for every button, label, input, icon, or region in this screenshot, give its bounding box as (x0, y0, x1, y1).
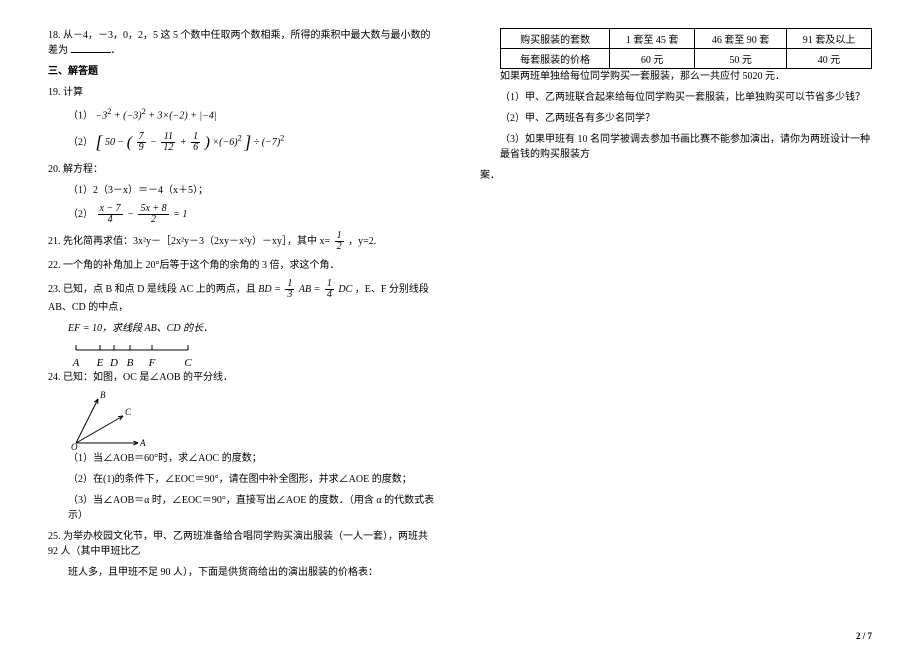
cell-r1: 每套服装的价格 (501, 49, 610, 69)
q18-blank (71, 43, 111, 53)
q23-line1: 23. 已知，点 B 和点 D 是线段 AC 上的两点，且 BD = 13 AB… (48, 279, 440, 315)
table-row: 购买服装的套数 1 套至 45 套 46 套至 90 套 91 套及以上 (501, 29, 872, 49)
q19-part1: （1） −32 + (−3)2 + 3×(−2) + |−4| (48, 106, 440, 123)
q22-num: 22. (48, 260, 61, 271)
q25-text-c: 如果两班单独给每位同学购买一套服装，那么一共应付 5020 元． (480, 69, 872, 84)
q23-text-c: EF = 10，求线段 AB、CD 的长． (68, 323, 213, 334)
section-3-heading: 三、解答题 (48, 64, 440, 79)
q24-p3: （3）当∠AOB＝α 时，∠EOC＝90°，直接写出∠AOE 的度数．（用含 α… (48, 493, 440, 523)
q20-p2-eq: = 1 (173, 209, 187, 220)
page-footer: 2 / 7 (856, 631, 872, 641)
q23-line2: EF = 10，求线段 AB、CD 的长． (48, 321, 440, 336)
svg-text:B: B (100, 391, 106, 400)
q19-p1-label: （1） (68, 110, 93, 121)
q19-num: 19. (48, 87, 61, 98)
q18-text-b: ． (111, 45, 121, 56)
q19-p1-a: −3 (96, 110, 108, 121)
q19-p2-f2: 1112 (161, 132, 175, 153)
q25-p3-b: 案． (480, 168, 872, 183)
q20-p2-f2: 5x + 82 (138, 204, 168, 225)
q23-num: 23. (48, 284, 61, 295)
q19-p2-c: ÷ (−7) (254, 137, 280, 148)
q19-p2-f1: 79 (137, 132, 146, 153)
q19-p2-a: 50 − (105, 137, 124, 148)
svg-text:B: B (127, 357, 134, 369)
table-row: 每套服装的价格 60 元 50 元 40 元 (501, 49, 872, 69)
svg-text:A: A (139, 438, 146, 448)
svg-text:D: D (109, 357, 118, 369)
q25-line1: 25. 为举办校园文化节，甲、乙两班准备给合唱同学购买演出服装（一人一套），两班… (48, 529, 440, 559)
q19-p1-c: + 3×(−2) + |−4| (148, 110, 216, 121)
q18-num: 18. (48, 30, 61, 41)
q21-text-a: 先化简再求值：3x²y－［2x²y－3（2xy－x²y）－xy］，其中 x= (63, 236, 330, 247)
q20-p2-label: （2） (68, 209, 93, 220)
q24-num: 24. (48, 372, 61, 383)
q21-num: 21. (48, 236, 61, 247)
cell-r3: 50 元 (695, 49, 787, 69)
q23-dc: DC (338, 284, 352, 295)
q23-line-diagram: A EDB F C (68, 342, 198, 370)
q19-part2: （2） [ 50 − ( 79 − 1112 + 16 ) ×(−6)2 ] ÷… (48, 129, 440, 156)
q20-p2: （2） x − 74 − 5x + 82 = 1 (48, 204, 440, 225)
cell-h4: 91 套及以上 (787, 29, 872, 49)
q19-title: 计算 (63, 87, 83, 98)
q23-f2: 14 (325, 279, 334, 300)
q25-line2: 班人多，且甲班不足 90 人），下面是供货商给出的演出服装的价格表： (48, 565, 440, 580)
q25-p1: （1）甲、乙两班联合起来给每位同学购买一套服装，比单独购买可以节省多少钱？ (480, 90, 872, 105)
q24-figure: O A B C (48, 391, 440, 451)
q23-f1: 13 (285, 279, 294, 300)
svg-text:A: A (72, 357, 80, 369)
q20-p2-op: − (127, 209, 134, 220)
q21-frac: 12 (335, 231, 344, 252)
q25-price-table: 购买服装的套数 1 套至 45 套 46 套至 90 套 91 套及以上 每套服… (500, 28, 872, 69)
svg-text:E: E (96, 357, 104, 369)
q19-p2-op1: − (150, 137, 157, 148)
q24-title: 已知：如图，OC 是∠AOB 的平分线． (63, 372, 233, 383)
q22: 22. 一个角的补角加上 20°后等于这个角的余角的 3 倍，求这个角． (48, 258, 440, 273)
cell-h2: 1 套至 45 套 (610, 29, 695, 49)
q25-p2: （2）甲、乙两班各有多少名同学？ (480, 111, 872, 126)
q19-p2-f3: 16 (191, 132, 200, 153)
q18: 18. 从－4，－3，0，2，5 这 5 个数中任取两个数相乘，所得的乘积中最大… (48, 28, 440, 58)
cell-h3: 46 套至 90 套 (695, 29, 787, 49)
cell-h1: 购买服装的套数 (501, 29, 610, 49)
q23-text-a: 已知，点 B 和点 D 是线段 AC 上的两点，且 (63, 284, 256, 295)
page-content: 18. 从－4，－3，0，2，5 这 5 个数中任取两个数相乘，所得的乘积中最大… (0, 0, 920, 620)
cell-r4: 40 元 (787, 49, 872, 69)
q24-angle-diagram: O A B C (68, 391, 148, 451)
svg-text:C: C (125, 407, 132, 417)
q20-title: 解方程： (63, 164, 103, 175)
cell-r2: 60 元 (610, 49, 695, 69)
svg-text:O: O (71, 442, 78, 451)
q23-ab: AB = (299, 284, 320, 295)
q24-header: 24. 已知：如图，OC 是∠AOB 的平分线． (48, 370, 440, 385)
q21: 21. 先化简再求值：3x²y－［2x²y－3（2xy－x²y）－xy］，其中 … (48, 231, 440, 252)
svg-text:F: F (148, 357, 156, 369)
svg-text:C: C (184, 357, 192, 369)
q19-p2-label: （2） (68, 137, 93, 148)
q19-p2-op2: + (180, 137, 187, 148)
q20-header: 20. 解方程： (48, 162, 440, 177)
q22-text: 一个角的补角加上 20°后等于这个角的余角的 3 倍，求这个角． (63, 260, 340, 271)
q21-text-b: ，y=2. (348, 236, 376, 247)
q23-figure: A EDB F C (48, 342, 440, 370)
q25-num: 25. (48, 531, 61, 542)
q25-p3-a: （3）如果甲班有 10 名同学被调去参加书画比赛不能参加演出，请你为两班设计一种… (480, 132, 872, 162)
q23-bd: BD = (258, 284, 281, 295)
q19-header: 19. 计算 (48, 85, 440, 100)
q20-p1: （1）2（3－x）＝－4（x＋5）； (48, 183, 440, 198)
q19-p1-b: + (−3) (114, 110, 142, 121)
q25-table-wrap: 购买服装的套数 1 套至 45 套 46 套至 90 套 91 套及以上 每套服… (480, 28, 872, 69)
q20-p2-f1: x − 74 (98, 204, 123, 225)
q24-p2: （2）在(1)的条件下，∠EOC＝90°，请在图中补全图形，并求∠AOE 的度数… (48, 472, 440, 487)
q24-p1: （1）当∠AOB＝60°时，求∠AOC 的度数； (48, 451, 440, 466)
q25-text-a: 为举办校园文化节，甲、乙两班准备给合唱同学购买演出服装（一人一套），两班共 92… (48, 531, 428, 557)
q20-num: 20. (48, 164, 61, 175)
q19-p2-b: ×(−6) (212, 137, 237, 148)
